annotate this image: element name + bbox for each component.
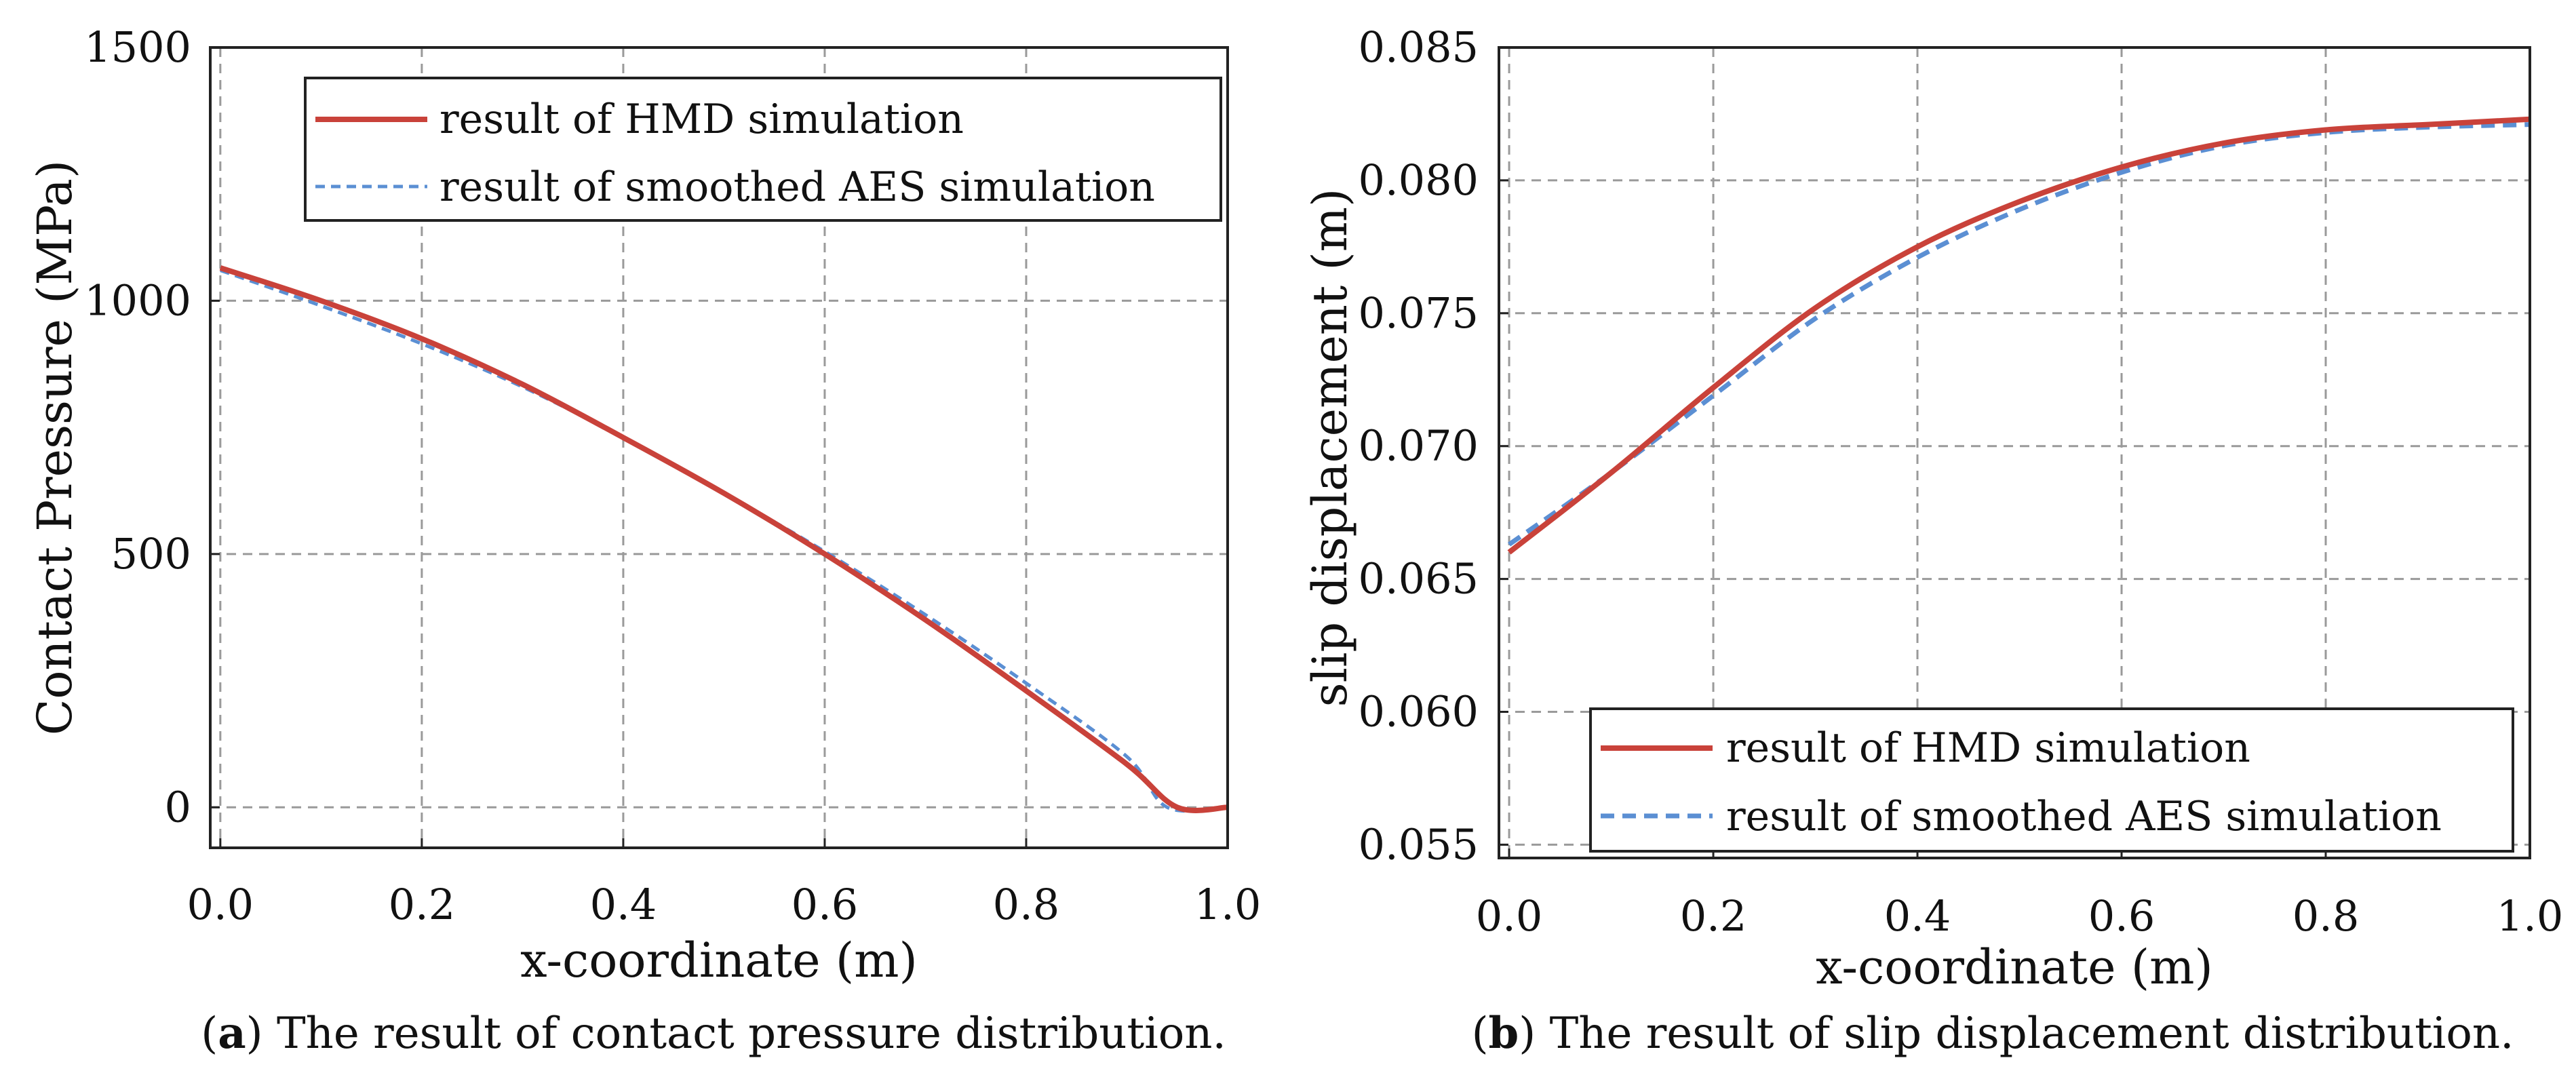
plot-frame-b [1498,46,2531,859]
y-tick-label: 0 [165,782,191,832]
series-b [1507,116,2531,555]
x-axis-label-a: x-coordinate (m) [520,933,918,988]
series-line-aes [1507,122,2531,547]
legend-frame-b [1589,707,2514,853]
ticks-b: 0.0 0.2 0.4 0.6 0.8 1.0 0.055 0.060 0.065 0.070 0.… [1359,22,2564,941]
y-tick-label: 500 [111,529,191,579]
x-tick-label: 1.0 [1194,880,1262,929]
legend-frame-a [304,77,1222,222]
x-tick-label: 0.0 [187,880,254,929]
y-tick-label: 0.075 [1359,288,1479,338]
legend-label-aes-a: result of smoothed AES simulation [440,163,1155,211]
x-tick-label: 0.8 [2292,891,2360,941]
y-tick-label: 0.070 [1359,421,1479,471]
x-tick-label: 0.8 [993,880,1060,929]
x-tick-label: 0.2 [389,880,456,929]
x-tick-label: 0.0 [1476,891,1543,941]
x-tick-label: 0.4 [590,880,657,929]
plot-frame-a [209,46,1229,849]
y-tick-label: 0.060 [1359,687,1479,737]
y-tick-label: 0.055 [1359,819,1479,869]
x-tick-label: 0.6 [2088,891,2155,941]
panel-b-chart: 0.0 0.2 0.4 0.6 0.8 1.0 0.055 0.060 0.065 0.070 0.… [1302,22,2563,1059]
panel-a-chart: 0.0 0.2 0.4 0.6 0.8 1.0 0 500 1000 1500 x-coordin… [27,22,1261,1059]
x-axis-label-b: x-coordinate (m) [1816,939,2213,995]
x-tick-label: 0.4 [1884,891,1951,941]
y-tick-label: 0.080 [1359,155,1479,205]
y-tick-label: 0.085 [1359,22,1479,72]
legend-label-aes-b: result of smoothed AES simulation [1726,793,2442,840]
legend-b: result of HMD simulation result of smoot… [1589,707,2514,853]
legend-a: result of HMD simulation result of smoot… [304,77,1222,222]
y-tick-label: 1000 [84,275,191,325]
x-tick-label: 0.6 [792,880,859,929]
x-tick-label: 0.2 [1680,891,1747,941]
caption-a: (a) The result of contact pressure distr… [201,1008,1226,1059]
caption-b: (b) The result of slip displacement dist… [1472,1008,2514,1059]
series-a [219,265,1228,813]
ticks-a: 0.0 0.2 0.4 0.6 0.8 1.0 0 500 1000 1500 [84,22,1261,929]
y-tick-label: 1500 [84,22,191,72]
x-tick-label: 1.0 [2497,891,2564,941]
legend-label-hmd-a: result of HMD simulation [440,96,964,143]
y-tick-label: 0.065 [1359,554,1479,604]
series-line-hmd [1507,116,2531,555]
y-axis-label-a: Contact Pressure (MPa) [27,160,83,735]
legend-label-hmd-b: result of HMD simulation [1726,724,2250,772]
series-line-hmd [219,265,1228,813]
y-axis-label-b: slip displacement (m) [1302,189,1358,707]
